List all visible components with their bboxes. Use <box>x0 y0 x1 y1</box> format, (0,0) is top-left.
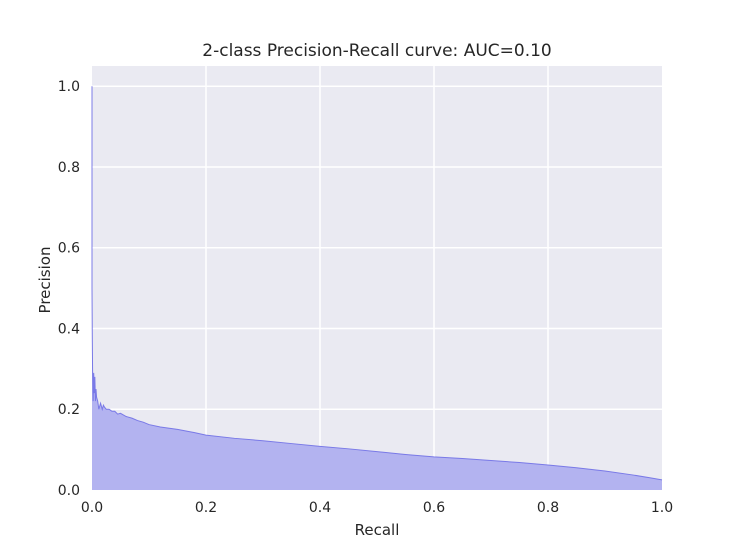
grid-lines <box>92 66 662 490</box>
x-axis-label: Recall <box>355 521 400 539</box>
chart-title: 2-class Precision-Recall curve: AUC=0.10 <box>202 41 551 61</box>
y-tick-label: 0.8 <box>58 160 80 176</box>
x-tick-label: 0.2 <box>195 500 217 516</box>
x-tick-label: 0.0 <box>81 500 103 516</box>
y-tick-labels: 0.0 0.2 0.4 0.6 0.8 1.0 <box>58 79 80 499</box>
y-tick-label: 1.0 <box>58 79 80 95</box>
x-tick-label: 1.0 <box>651 500 673 516</box>
y-tick-label: 0.0 <box>58 483 80 499</box>
y-tick-label: 0.4 <box>58 321 80 337</box>
plot-background <box>92 66 662 490</box>
x-tick-label: 0.8 <box>537 500 559 516</box>
x-tick-label: 0.6 <box>423 500 445 516</box>
y-tick-label: 0.2 <box>58 402 80 418</box>
precision-recall-line <box>91 86 663 481</box>
y-tick-label: 0.6 <box>58 241 80 257</box>
x-tick-label: 0.4 <box>309 500 331 516</box>
y-axis-label: Precision <box>36 247 54 314</box>
x-tick-labels: 0.0 0.2 0.4 0.6 0.8 1.0 <box>81 500 673 516</box>
precision-recall-area <box>92 86 662 490</box>
